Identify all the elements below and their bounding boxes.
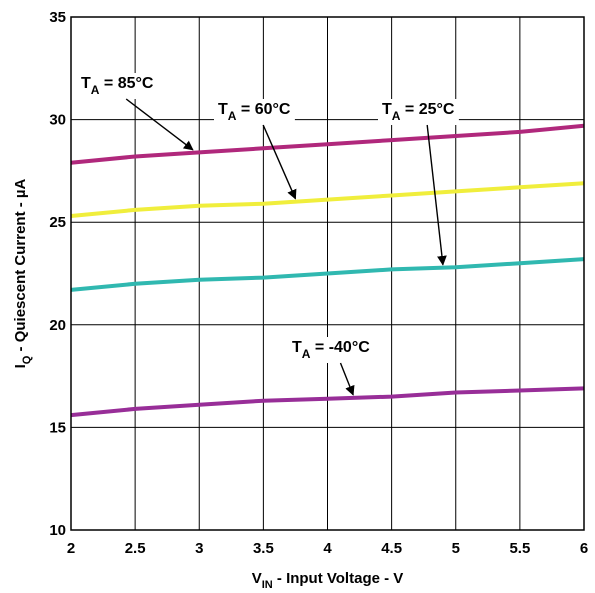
annotation-label: TA = 85°C: [81, 75, 154, 97]
annotation-sub: A: [392, 109, 401, 123]
series-line-3: [70, 386, 585, 418]
series-line-1: [70, 181, 585, 218]
y-tick-label: 35: [49, 9, 66, 26]
series-line-2: [70, 257, 585, 292]
x-tick-label: 3: [195, 540, 203, 557]
annotation-bg: [378, 99, 459, 125]
annotation-rest: = 25°C: [400, 101, 454, 118]
annotation-bg: [77, 73, 158, 99]
annotations: TA = 85°CTA = 60°C TA = 25°CTA = -40°C: [77, 73, 459, 396]
series-line-0: [70, 123, 585, 165]
annotation-rest: = 60°C: [236, 101, 290, 118]
series-annotation-2: TA = 25°C: [378, 99, 459, 266]
x-axis-title-main: V: [252, 570, 262, 587]
annotation-arrow: [426, 124, 447, 266]
x-tick-label: 3.5: [253, 540, 274, 557]
annotation-bg: [288, 337, 375, 363]
x-tick-label: 5: [452, 540, 460, 557]
y-axis-title-sub: Q: [21, 355, 33, 364]
annotation-sub: A: [91, 83, 100, 97]
series-annotation-0: TA = 85°C: [77, 73, 194, 151]
series-annotation-1: TA = 60°C: [214, 99, 297, 200]
annotation-label: TA = 25°C: [382, 101, 455, 123]
series-lines: [70, 123, 585, 418]
annotation-arrow: [125, 98, 194, 151]
y-tick-label: 10: [49, 522, 66, 539]
x-tick-label: 4: [323, 540, 332, 557]
annotation-rest: = -40°C: [310, 339, 370, 356]
annotation-bg: [214, 99, 295, 125]
x-tick-label: 6: [580, 540, 588, 557]
annotation-main: T: [218, 101, 228, 118]
plot-frame: [70, 16, 585, 531]
annotation-rest: = 85°C: [99, 75, 153, 92]
annotation-main: T: [81, 75, 91, 92]
annotation-main: T: [382, 101, 392, 118]
y-tick-label: 25: [49, 214, 66, 231]
y-axis-title-main: I: [12, 364, 29, 368]
annotation-sub: A: [228, 109, 237, 123]
y-tick-label: 30: [49, 112, 66, 129]
x-axis-title-rest: - Input Voltage - V: [273, 570, 404, 587]
annotation-sub: A: [302, 347, 311, 361]
y-axis-title-rest: - Quiescent Current - µA: [12, 178, 29, 355]
x-axis-title-sub: IN: [262, 579, 273, 591]
annotation-label: TA = -40°C: [292, 339, 370, 361]
annotation-label: TA = 60°C: [218, 101, 291, 123]
annotation-main: T: [292, 339, 302, 356]
x-tick-label: 2.5: [125, 540, 146, 557]
y-tick-label: 20: [49, 317, 66, 334]
series-annotation-3: TA = -40°C: [288, 337, 375, 396]
annotation-arrow: [262, 124, 297, 200]
y-axis-title: IQ - Quiescent Current - µA: [12, 178, 33, 368]
y-tick-label: 15: [49, 419, 66, 436]
x-axis-title: VIN - Input Voltage - V: [252, 570, 404, 591]
x-tick-label: 5.5: [509, 540, 530, 557]
annotation-arrow: [339, 362, 355, 396]
x-tick-label: 4.5: [381, 540, 402, 557]
tick-labels: 2 2.5 3 3.5 4 4.5 5 5.5 6 10 15 20 25 30 35: [49, 9, 588, 557]
x-tick-label: 2: [67, 540, 75, 557]
